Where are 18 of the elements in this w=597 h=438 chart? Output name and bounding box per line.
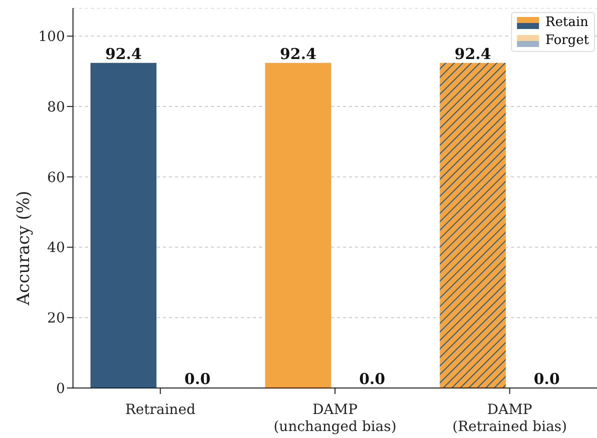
y-tick-label: 40 <box>47 240 65 256</box>
legend-label: Retain <box>545 14 588 32</box>
x-tick-label: DAMP (unchanged bias) <box>274 402 396 435</box>
legend-label: Forget <box>545 32 589 50</box>
data-label: 92.4 <box>454 44 492 63</box>
x-tick-label: DAMP (Retrained bias) <box>452 402 567 435</box>
y-axis-title: Accuracy (%) <box>14 190 34 306</box>
y-tick-label: 100 <box>38 29 65 46</box>
data-label: 0.0 <box>184 370 211 388</box>
y-tick-label: 80 <box>47 99 65 116</box>
y-tick-label: 60 <box>47 170 65 186</box>
data-label: 92.4 <box>280 44 316 63</box>
data-label: 0.0 <box>359 370 386 388</box>
data-label: 0.0 <box>534 370 560 388</box>
data-label: 92.4 <box>105 44 142 63</box>
y-tick-label: 20 <box>47 310 65 327</box>
x-tick-label: Retrained <box>125 402 196 418</box>
y-tick-label: 0 <box>56 380 65 397</box>
